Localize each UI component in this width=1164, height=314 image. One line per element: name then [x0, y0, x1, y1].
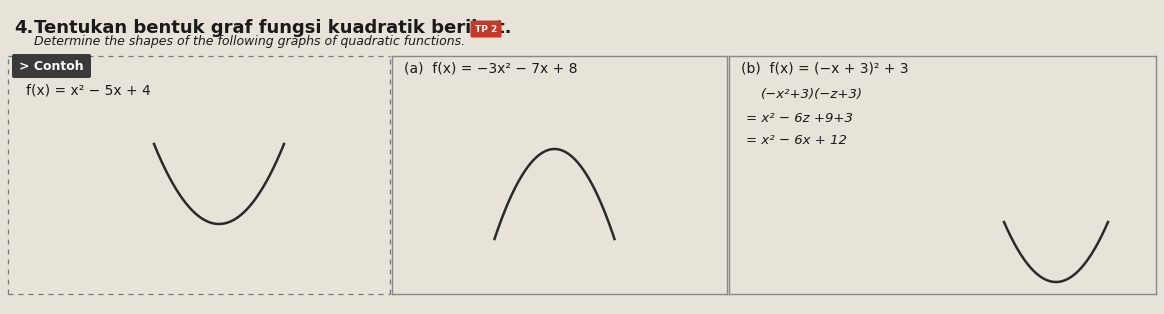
Text: (b)  f(x) = (−x + 3)² + 3: (b) f(x) = (−x + 3)² + 3 [741, 61, 908, 75]
Text: Tentukan bentuk graf fungsi kuadratik berikut.: Tentukan bentuk graf fungsi kuadratik be… [34, 19, 511, 37]
Text: (a)  f(x) = −3x² − 7x + 8: (a) f(x) = −3x² − 7x + 8 [404, 61, 577, 75]
Text: TP 2: TP 2 [475, 24, 497, 34]
Text: f(x) = x² − 5x + 4: f(x) = x² − 5x + 4 [26, 84, 151, 98]
FancyBboxPatch shape [12, 54, 91, 78]
Text: Determine the shapes of the following graphs of quadratic functions.: Determine the shapes of the following gr… [34, 35, 466, 48]
Text: 4.: 4. [14, 19, 34, 37]
Text: > Contoh: > Contoh [19, 59, 84, 73]
Text: = x² − 6z +9+3: = x² − 6z +9+3 [746, 112, 853, 125]
Text: = x² − 6x + 12: = x² − 6x + 12 [746, 134, 847, 147]
Text: (−x²+3)(−z+3): (−x²+3)(−z+3) [761, 88, 863, 101]
FancyBboxPatch shape [470, 20, 502, 37]
